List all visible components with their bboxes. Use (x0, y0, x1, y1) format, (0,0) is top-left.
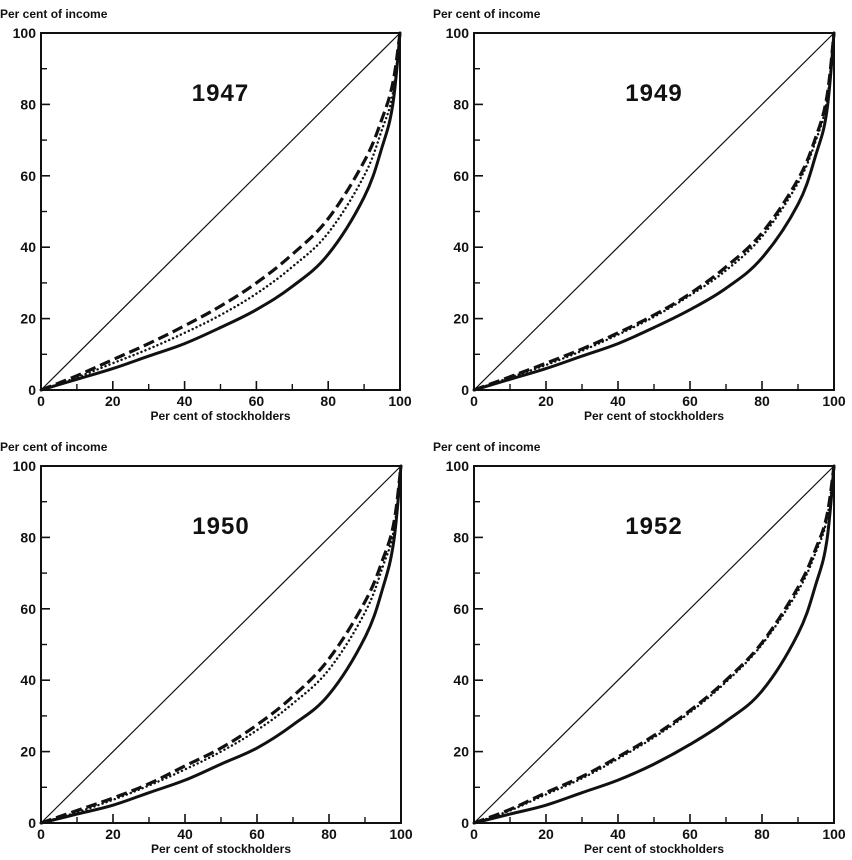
x-tick-label: 100 (822, 826, 846, 842)
series-line-dashed (40, 32, 402, 392)
series-line-dotted (472, 31, 836, 392)
x-axis-label: Per cent of stockholders (584, 409, 724, 423)
x-tick-label: 0 (37, 826, 45, 842)
y-axis-label: Per cent of income (0, 440, 108, 454)
y-tick-label: 60 (453, 601, 469, 617)
x-tick-label: 20 (105, 393, 121, 409)
chart-title: 1947 (192, 80, 249, 107)
y-tick-label: 80 (453, 96, 469, 112)
x-tick-label: 60 (682, 826, 698, 842)
x-tick-label: 40 (177, 826, 193, 842)
series-line-dotted (39, 31, 402, 392)
y-tick-label: 40 (20, 672, 36, 688)
y-tick-label: 20 (453, 744, 469, 760)
y-tick-label: 100 (13, 25, 37, 41)
series-line-dotted (39, 464, 403, 825)
y-tick-label: 80 (20, 96, 36, 112)
y-axis-label: Per cent of income (433, 7, 541, 21)
x-tick-label: 80 (320, 393, 336, 409)
x-tick-label: 0 (37, 393, 45, 409)
series-line-diagonal (473, 465, 835, 824)
y-tick-label: 40 (453, 672, 469, 688)
y-tick-label: 20 (20, 744, 36, 760)
x-tick-label: 100 (822, 393, 846, 409)
x-tick-label: 80 (321, 826, 337, 842)
x-axis-label: Per cent of stockholders (584, 842, 724, 856)
series-line-diagonal (473, 32, 835, 391)
series-line-solid (39, 31, 402, 392)
y-tick-label: 40 (20, 239, 36, 255)
y-tick-label: 80 (453, 529, 469, 545)
x-tick-label: 40 (177, 393, 193, 409)
y-tick-label: 60 (453, 168, 469, 184)
series-line-diagonal (40, 32, 401, 391)
chart-title: 1952 (625, 513, 682, 540)
y-tick-label: 0 (28, 815, 36, 831)
x-tick-label: 0 (470, 393, 478, 409)
x-axis-label: Per cent of stockholders (151, 842, 291, 856)
series-line-dashed (473, 465, 836, 825)
y-tick-label: 0 (461, 815, 469, 831)
y-tick-label: 20 (453, 311, 469, 327)
y-tick-label: 60 (20, 601, 36, 617)
chart-panel-1952: Per cent of income 0 20 40 60 80 100 0 20 40 60 80 1… (433, 440, 846, 856)
y-tick-label: 100 (13, 458, 37, 474)
y-tick-label: 80 (20, 529, 36, 545)
y-tick-label: 0 (28, 382, 36, 398)
y-tick-label: 60 (20, 168, 36, 184)
series-line-dashed (473, 32, 836, 392)
x-tick-label: 40 (610, 826, 626, 842)
y-tick-label: 40 (453, 239, 469, 255)
chart-title: 1949 (625, 80, 682, 107)
x-tick-label: 40 (610, 393, 626, 409)
series-line-solid (39, 464, 403, 825)
x-tick-label: 100 (388, 393, 412, 409)
x-tick-label: 60 (682, 393, 698, 409)
chart-title: 1950 (192, 513, 249, 540)
chart-panel-1950: Per cent of income 0 20 40 60 80 100 0 20 40 60 80 1… (0, 440, 413, 856)
chart-panel-1947: Per cent of income 0 20 40 60 80 100 0 20 40 60 80 1… (0, 7, 412, 423)
x-tick-label: 20 (105, 826, 121, 842)
y-tick-label: 20 (20, 311, 36, 327)
x-tick-label: 80 (754, 826, 770, 842)
x-tick-label: 80 (754, 393, 770, 409)
y-axis-label: Per cent of income (433, 440, 541, 454)
x-tick-label: 0 (470, 826, 478, 842)
y-axis-label: Per cent of income (0, 7, 108, 21)
series-line-solid (472, 31, 836, 392)
x-tick-label: 20 (538, 826, 554, 842)
chart-panel-1949: Per cent of income 0 20 40 60 80 100 0 20 40 60 80 1… (433, 7, 846, 423)
x-axis-label: Per cent of stockholders (150, 409, 290, 423)
series-line-solid (472, 464, 836, 825)
x-tick-label: 60 (249, 393, 265, 409)
series-line-diagonal (40, 465, 402, 824)
x-tick-label: 20 (538, 393, 554, 409)
x-tick-label: 100 (389, 826, 413, 842)
y-tick-label: 100 (446, 25, 470, 41)
y-tick-label: 0 (461, 382, 469, 398)
y-tick-label: 100 (446, 458, 470, 474)
series-line-dashed (40, 465, 403, 825)
x-tick-label: 60 (249, 826, 265, 842)
